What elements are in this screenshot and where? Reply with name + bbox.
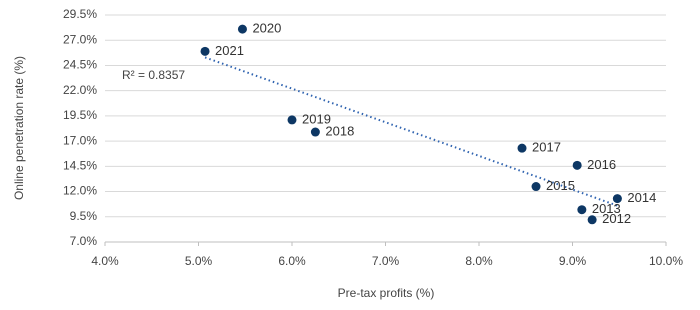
point-label: 2017	[532, 140, 561, 155]
y-tick-label: 7.0%	[70, 234, 98, 248]
point-label: 2019	[302, 111, 331, 126]
x-tick-label: 9.0%	[559, 254, 587, 268]
point	[517, 143, 527, 153]
point-label: 2015	[546, 178, 575, 193]
annotation: R² = 0.8357	[122, 68, 185, 82]
y-tick-label: 14.5%	[63, 159, 97, 173]
x-tick-label: 5.0%	[185, 254, 213, 268]
point	[531, 182, 541, 192]
point	[577, 205, 587, 215]
point-label: 2020	[252, 21, 281, 36]
point-label: 2021	[215, 43, 244, 58]
point-label: 2012	[602, 211, 631, 226]
x-tick-label: 10.0%	[649, 254, 683, 268]
y-tick-label: 19.5%	[63, 108, 97, 122]
y-tick-label: 29.5%	[63, 7, 97, 21]
point	[287, 115, 297, 125]
y-tick-label: 17.0%	[63, 133, 97, 147]
point	[612, 194, 622, 204]
point-label: 2013	[592, 201, 621, 216]
x-tick-label: 7.0%	[372, 254, 400, 268]
trendline	[204, 56, 618, 207]
point	[572, 160, 582, 170]
y-tick-label: 9.5%	[70, 209, 98, 223]
point	[310, 127, 320, 137]
x-axis-label: Pre-tax profits (%)	[338, 286, 435, 300]
x-tick-label: 8.0%	[465, 254, 493, 268]
point	[237, 24, 247, 34]
point	[587, 215, 597, 225]
point-label: 2014	[627, 190, 656, 205]
y-tick-label: 22.0%	[63, 83, 97, 97]
x-tick-label: 6.0%	[278, 254, 306, 268]
y-axis-label: Online penetration rate (%)	[12, 56, 26, 200]
point-label: 2018	[325, 123, 354, 138]
y-tick-label: 27.0%	[63, 32, 97, 46]
x-tick-label: 4.0%	[91, 254, 119, 268]
point	[200, 46, 210, 56]
y-tick-label: 12.0%	[63, 184, 97, 198]
y-tick-label: 24.5%	[63, 58, 97, 72]
point-label: 2016	[587, 157, 616, 172]
